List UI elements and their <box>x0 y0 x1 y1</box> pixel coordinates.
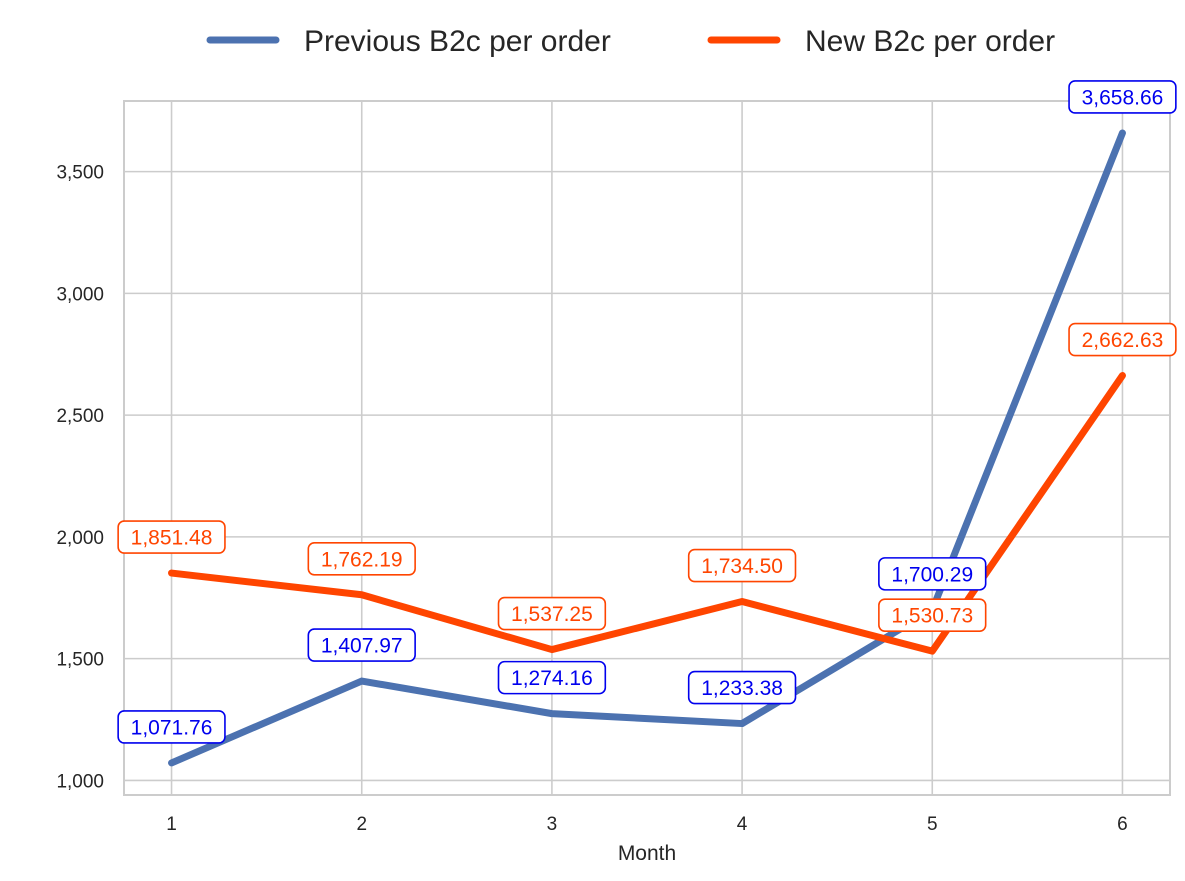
data-label-box <box>497 596 607 631</box>
data-label-text: 1,537.25 <box>511 603 593 626</box>
data-label-text: 2,662.63 <box>1082 329 1164 352</box>
y-tick-label: 2,000 <box>56 528 104 549</box>
y-tick-label: 1,500 <box>56 650 104 671</box>
data-label: 1,071.76 <box>117 710 226 744</box>
grid <box>124 101 1170 795</box>
data-label-box <box>687 670 797 705</box>
data-label-box <box>497 660 607 695</box>
series <box>168 129 1126 767</box>
y-tick-label: 3,500 <box>56 163 104 184</box>
data-label-text: 1,530.73 <box>891 605 973 628</box>
x-tick-label: 4 <box>737 814 748 835</box>
data-label-box <box>117 710 226 744</box>
data-label: 1,233.38 <box>687 670 797 705</box>
y-axis: 1,000 1,500 2,000 2,500 3,000 3,500 <box>56 163 104 793</box>
data-label-box <box>878 598 987 632</box>
data-label: 3,658.66 <box>1068 80 1177 114</box>
data-label: 1,851.48 <box>117 520 226 554</box>
data-label-box <box>878 557 987 591</box>
data-label: 1,530.73 <box>878 598 987 632</box>
data-label-text: 1,071.76 <box>131 716 213 739</box>
data-label: 1,734.50 <box>687 548 797 583</box>
x-tick-label: 1 <box>166 814 177 835</box>
x-tick-label: 3 <box>547 814 558 835</box>
data-label: 1,762.19 <box>307 541 416 576</box>
data-label-box <box>117 520 226 554</box>
data-label-box <box>307 628 416 662</box>
data-label-text: 1,274.16 <box>511 667 593 690</box>
data-label: 1,274.16 <box>497 660 607 695</box>
data-label-box <box>1068 80 1177 114</box>
legend-label-new: New B2c per order <box>805 25 1055 58</box>
x-tick-label: 2 <box>356 814 367 835</box>
data-label: 2,662.63 <box>1068 322 1177 357</box>
data-label-text: 1,700.29 <box>891 563 973 586</box>
data-label-text: 1,407.97 <box>321 635 403 658</box>
data-label-text: 3,658.66 <box>1082 86 1164 109</box>
legend-label-previous: Previous B2c per order <box>304 25 611 58</box>
legend: Previous B2c per order New B2c per order <box>206 25 1055 58</box>
data-label-box <box>687 548 797 583</box>
x-axis-label: Month <box>618 842 676 865</box>
plot-area <box>123 100 1171 796</box>
x-tick-label: 6 <box>1117 814 1128 835</box>
series-line-previous <box>168 129 1126 767</box>
data-label-box <box>1068 322 1177 357</box>
data-label-text: 1,734.50 <box>701 555 783 578</box>
data-label: 1,537.25 <box>497 596 607 631</box>
data-label-text: 1,233.38 <box>701 677 783 700</box>
data-label-box <box>307 541 416 576</box>
x-tick-label: 5 <box>927 814 938 835</box>
y-tick-label: 2,500 <box>56 406 104 427</box>
data-label: 1,407.97 <box>307 628 416 662</box>
data-label-text: 1,851.48 <box>131 527 213 550</box>
data-label: 1,700.29 <box>878 557 987 591</box>
x-axis: 1 2 3 4 5 6 <box>166 814 1127 835</box>
data-labels: 1,071.76 1,407.97 1,274.16 1,233.38 1,700.29… <box>117 80 1177 744</box>
data-label-text: 1,762.19 <box>321 548 403 571</box>
y-tick-label: 1,000 <box>56 771 104 792</box>
y-tick-label: 3,000 <box>56 284 104 305</box>
